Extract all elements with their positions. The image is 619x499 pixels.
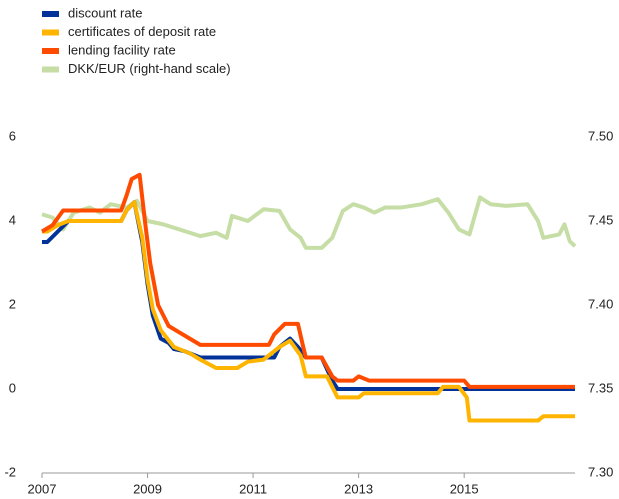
y-tick-label: -2 xyxy=(4,464,16,479)
y2-tick-label: 7.35 xyxy=(588,380,613,395)
y-tick-label: 6 xyxy=(9,128,16,143)
legend-label: discount rate xyxy=(68,5,142,20)
legend-swatch xyxy=(42,48,59,54)
y2-tick-label: 7.30 xyxy=(588,464,613,479)
x-tick-label: 2013 xyxy=(344,481,373,496)
legend-label: lending facility rate xyxy=(68,42,176,57)
y-tick-label: 4 xyxy=(9,212,16,227)
legend-label: DKK/EUR (right-hand scale) xyxy=(68,61,231,76)
x-tick-label: 2011 xyxy=(239,481,267,496)
y2-tick-label: 7.45 xyxy=(588,212,613,227)
y2-tick-label: 7.40 xyxy=(588,296,613,311)
x-tick-label: 2009 xyxy=(133,481,162,496)
series-line xyxy=(42,200,575,423)
legend-label: certificates of deposit rate xyxy=(68,24,216,39)
series-line xyxy=(40,172,575,389)
legend-swatch xyxy=(42,11,59,17)
x-tick-label: 2015 xyxy=(450,481,479,496)
x-tick-label: 2007 xyxy=(28,481,57,496)
y-tick-label: 0 xyxy=(9,380,16,395)
series-line xyxy=(42,200,575,391)
y2-tick-label: 7.50 xyxy=(588,128,613,143)
legend-swatch xyxy=(42,29,59,36)
legend-swatch xyxy=(42,66,59,73)
y-tick-label: 2 xyxy=(9,296,16,311)
